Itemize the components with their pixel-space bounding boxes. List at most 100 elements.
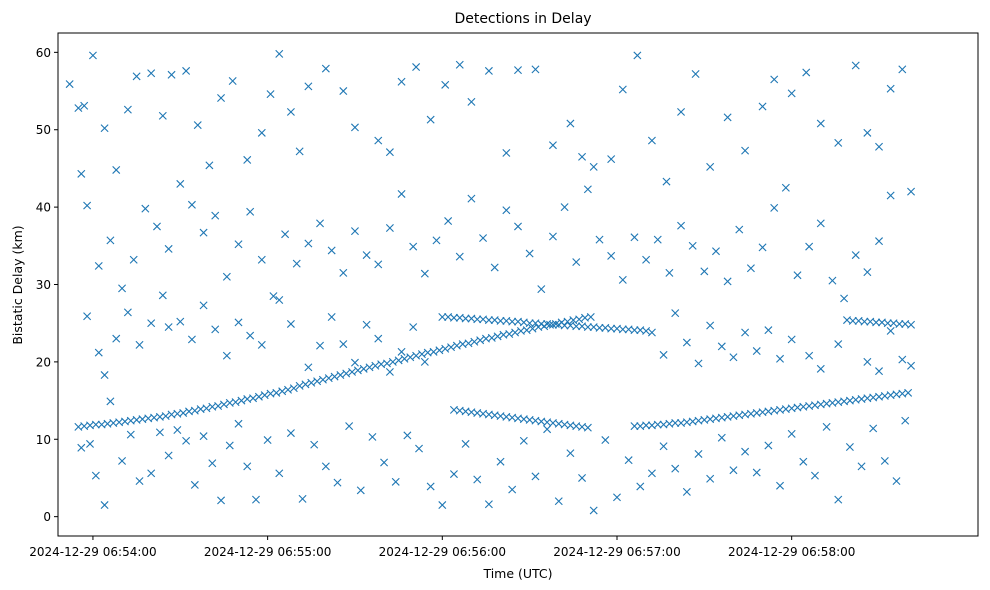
detection-point <box>304 82 313 91</box>
detection-point <box>828 276 837 285</box>
detection-point <box>164 323 173 332</box>
detection-point <box>781 183 790 192</box>
detection-point <box>662 177 671 186</box>
detection-point <box>630 422 639 431</box>
detection-point <box>353 366 362 375</box>
detection-point <box>642 326 651 335</box>
detection-point <box>441 344 450 353</box>
detection-point <box>275 469 284 478</box>
detection-point <box>883 319 892 328</box>
detection-point <box>272 388 281 397</box>
detection-point <box>380 458 389 467</box>
detection-point <box>863 357 872 366</box>
detection-point <box>741 447 750 456</box>
detection-point <box>607 324 616 333</box>
detection-point <box>461 439 470 448</box>
detection-point <box>286 319 295 328</box>
detection-point <box>100 124 109 133</box>
detection-point <box>776 354 785 363</box>
detection-point <box>292 259 301 268</box>
x-axis-label: Time (UTC) <box>482 566 552 581</box>
detection-point <box>222 272 231 281</box>
y-tick-label: 20 <box>36 355 51 369</box>
detection-point <box>706 474 715 483</box>
detection-point <box>118 456 127 465</box>
detection-point <box>514 222 522 231</box>
detection-point <box>214 402 223 410</box>
detection-point <box>409 242 418 251</box>
detection-point <box>426 482 435 491</box>
detection-point <box>257 340 266 349</box>
detection-point <box>86 439 95 448</box>
detection-point <box>301 380 310 389</box>
detection-point <box>158 111 167 120</box>
detection-point <box>246 207 255 216</box>
detection-point <box>112 334 121 343</box>
detection-point <box>391 477 400 486</box>
detection-point <box>671 419 680 428</box>
detection-point <box>129 255 138 264</box>
detection-point <box>595 235 604 244</box>
detection-point <box>717 342 726 351</box>
detection-point <box>438 313 447 321</box>
detection-point <box>566 119 575 128</box>
detection-point <box>187 200 196 209</box>
detection-point <box>898 65 907 74</box>
detection-point <box>578 473 587 482</box>
detection-point <box>409 323 418 332</box>
detection-point <box>869 424 878 433</box>
detection-point <box>321 462 330 471</box>
x-axis-ticks: 2024-12-29 06:54:00 2024-12-29 06:55:00 20… <box>29 536 855 559</box>
detection-point <box>551 319 560 328</box>
detection-point <box>441 80 450 89</box>
detection-point <box>112 165 121 174</box>
detection-point <box>822 422 831 431</box>
detection-point <box>330 372 339 381</box>
detection-point <box>706 321 715 330</box>
detection-point <box>118 284 127 293</box>
detection-point <box>182 66 191 75</box>
detection-point <box>630 326 639 335</box>
detection-point <box>863 268 872 277</box>
detection-point <box>208 459 217 468</box>
detection-point <box>228 76 237 85</box>
detection-points <box>65 49 916 515</box>
detection-point <box>642 255 651 264</box>
detection-point <box>764 441 773 450</box>
detection-point <box>88 51 97 60</box>
detection-point <box>473 475 482 484</box>
y-axis-ticks: 0 10 20 30 40 50 60 <box>36 46 58 524</box>
detection-point <box>717 433 726 442</box>
detection-point <box>875 142 884 151</box>
detection-point <box>560 321 569 330</box>
detection-point <box>350 123 359 132</box>
detection-point <box>810 471 819 480</box>
detection-point <box>525 249 534 258</box>
detection-point <box>164 451 173 460</box>
detection-point <box>799 457 808 466</box>
detection-point <box>633 51 642 60</box>
detection-point <box>746 264 755 273</box>
detection-point <box>350 358 359 367</box>
detection-point <box>691 70 700 79</box>
detection-point <box>665 268 674 277</box>
detection-point <box>525 319 534 328</box>
detection-point <box>586 313 595 321</box>
detection-point <box>711 247 720 256</box>
detection-point <box>840 294 849 303</box>
detection-point <box>205 161 214 170</box>
detection-point <box>741 328 750 337</box>
detection-point <box>452 341 461 350</box>
detection-point <box>886 84 895 93</box>
detection-point <box>647 469 656 478</box>
detection-point <box>563 317 572 326</box>
detection-point <box>898 355 907 364</box>
detection-point <box>895 319 904 328</box>
detection-point <box>467 194 476 203</box>
detection-point <box>199 301 208 310</box>
detection-point <box>284 385 292 394</box>
detection-point <box>548 141 557 150</box>
detection-point <box>752 468 761 477</box>
x-tick-label: 2024-12-29 06:56:00 <box>379 545 506 559</box>
